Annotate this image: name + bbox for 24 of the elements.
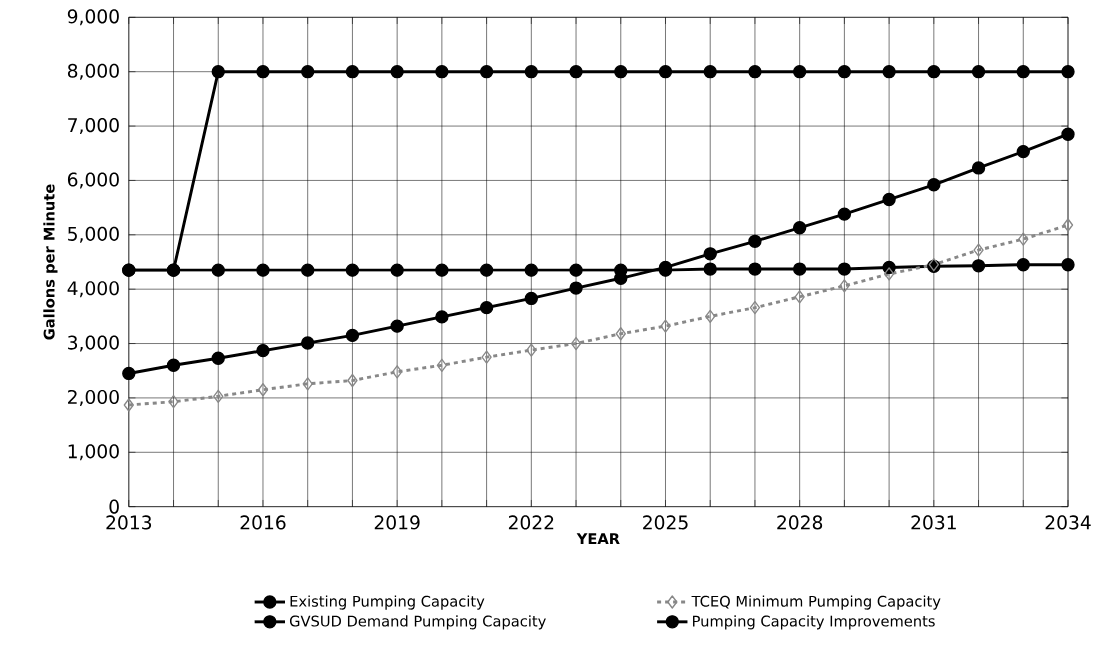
y-tick-label: 4,000 xyxy=(67,281,119,298)
x-tick-label: 2031 xyxy=(911,515,956,530)
y-tick-label: 7,000 xyxy=(68,118,119,135)
x-tick-label: 2022 xyxy=(508,515,554,530)
x-tick-label: 2028 xyxy=(777,515,823,530)
y-tick-label: 2,000 xyxy=(68,389,119,406)
legend-label: Existing Pumping Capacity xyxy=(290,595,485,610)
x-tick-label: 2025 xyxy=(643,515,688,530)
y-tick-label: 8,000 xyxy=(67,63,119,80)
x-tick-label: 2019 xyxy=(374,515,420,530)
y-tick-label: 0 xyxy=(109,499,119,514)
y-tick-label: 9,000 xyxy=(67,9,119,26)
x-tick-label: 2034 xyxy=(1045,515,1091,530)
legend-label: TCEQ Minimum Pumping Capacity xyxy=(691,595,941,610)
y-tick-label: 3,000 xyxy=(68,335,119,352)
y-tick-label: 6,000 xyxy=(67,172,119,189)
y-axis-title: Gallons per Minute xyxy=(43,184,58,340)
x-axis-title: YEAR xyxy=(576,533,620,544)
y-tick-label: 1,000 xyxy=(68,444,119,461)
x-tick-label: 2016 xyxy=(240,515,286,530)
y-tick-label: 5,000 xyxy=(68,226,119,243)
legend-label: Pumping Capacity Improvements xyxy=(693,615,935,630)
legend-label: GVSUD Demand Pumping Capacity xyxy=(289,615,546,630)
x-tick-label: 2013 xyxy=(106,515,152,530)
